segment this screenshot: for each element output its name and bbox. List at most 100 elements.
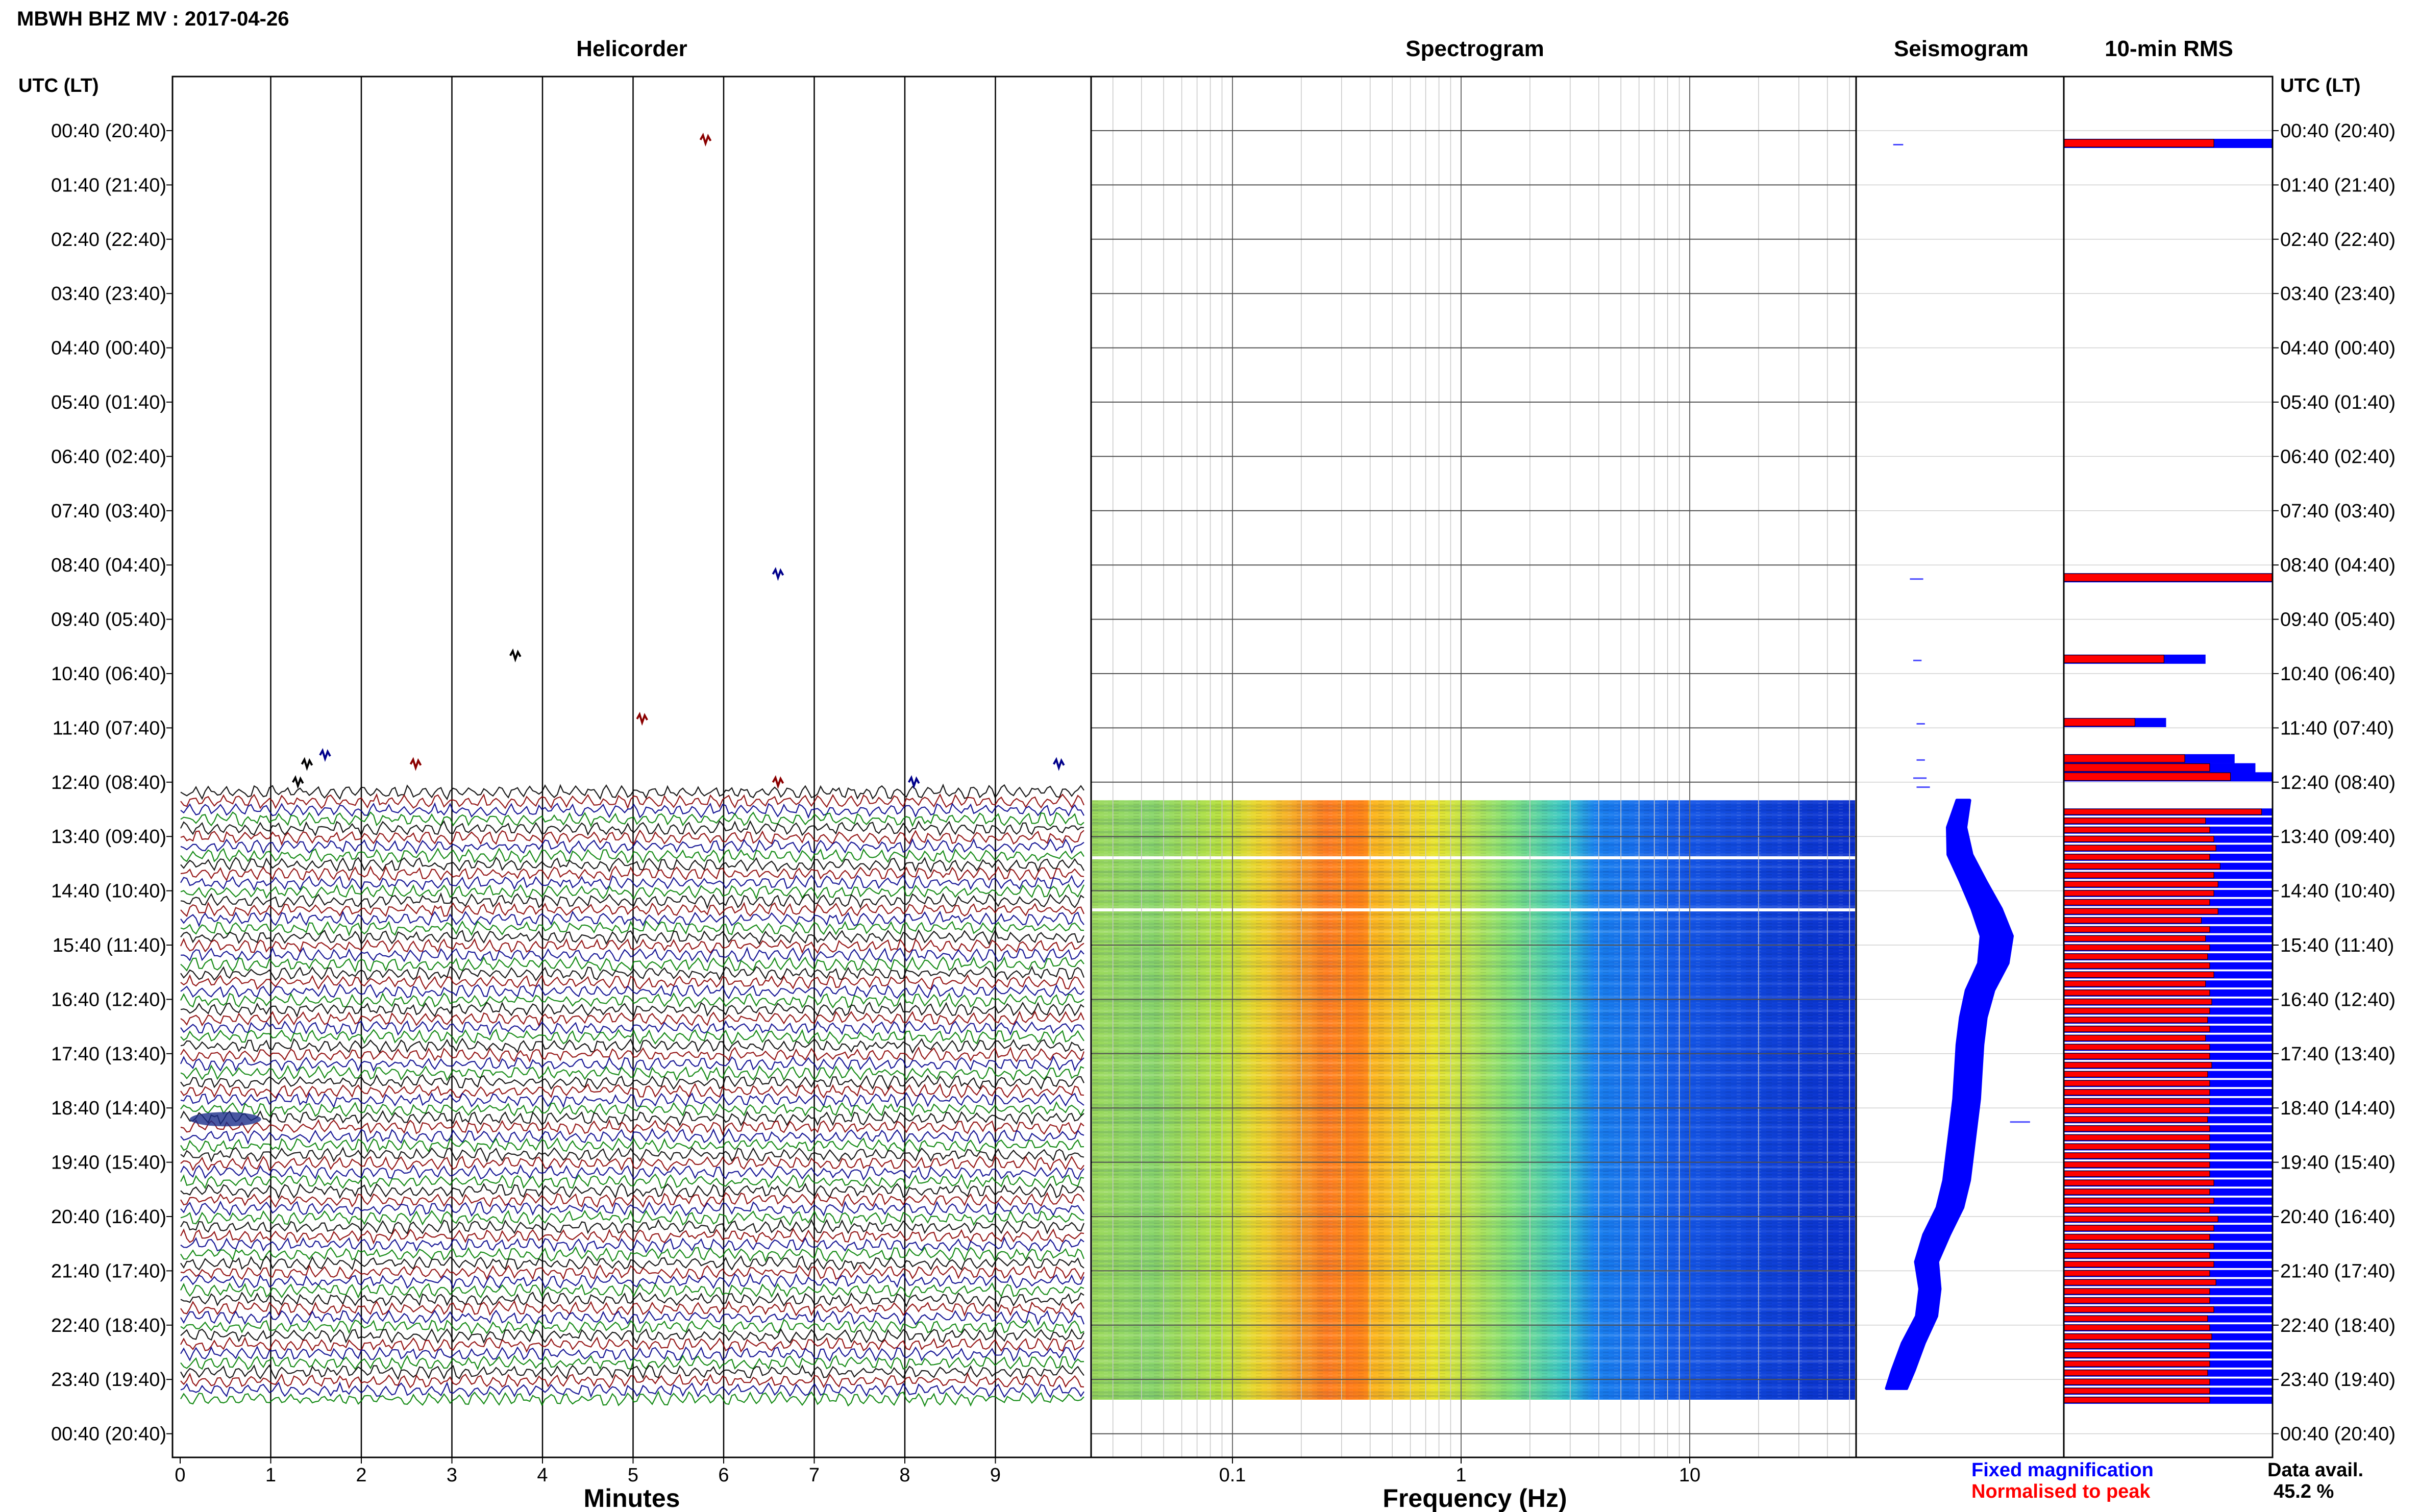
rms-bar-normalised [2064, 1279, 2216, 1285]
spectrogram-row [1092, 839, 1855, 842]
helicorder-trace [180, 1137, 1084, 1153]
spectrogram-row [1092, 1004, 1855, 1007]
spectrogram-row [1092, 1247, 1855, 1250]
helicorder-trace [180, 1146, 1084, 1163]
spectrogram-row [1092, 1200, 1855, 1203]
helicorder-trace [180, 1273, 1085, 1290]
spectrogram-row [1092, 1386, 1855, 1389]
spectrogram-row [1092, 1343, 1855, 1346]
helicorder-trace [180, 1372, 1084, 1390]
rms-bar-normalised [2064, 935, 2206, 942]
rms-bar-normalised [2064, 763, 2210, 772]
rms-bar-normalised [2064, 718, 2135, 727]
helicorder-trace [180, 829, 1084, 846]
spectrogram-row [1092, 1334, 1855, 1337]
rms-bar-normalised [2064, 1188, 2210, 1195]
time-tick-label-right: 13:40 (09:40) [2280, 826, 2396, 848]
spectrogram-row [1092, 1000, 1855, 1003]
seismogram-envelope-shape [1885, 799, 2014, 1390]
spectrogram-row [1092, 874, 1855, 877]
rms-bar-normalised [2064, 1243, 2214, 1249]
time-tick-label-right: 18:40 (14:40) [2280, 1098, 2396, 1119]
seismogram-mark [1916, 786, 1930, 788]
spectrogram-row [1092, 1148, 1855, 1151]
isolated-events [292, 132, 1065, 789]
spectrogram-row [1092, 1317, 1855, 1320]
rms-bar-normalised [2064, 1161, 2210, 1168]
spectrogram-row [1092, 1065, 1855, 1068]
helicorder-trace [180, 929, 1084, 946]
spectrogram-row [1092, 891, 1855, 895]
spectrogram-row [1092, 1169, 1855, 1172]
spectrogram-row [1092, 1100, 1855, 1103]
spectrogram-row [1092, 1312, 1855, 1315]
helicorder-trace [180, 1364, 1084, 1380]
spectrogram-row [1092, 1131, 1855, 1134]
helicorder-trace [180, 1282, 1084, 1299]
spectrogram-row [1092, 935, 1855, 938]
helicorder-trace [180, 1119, 1084, 1136]
spectrogram-row [1092, 1009, 1855, 1012]
spectrogram-gap [1092, 856, 1855, 859]
rms-bar-normalised [2064, 1171, 2210, 1177]
spectrogram-row [1092, 1308, 1855, 1311]
seismogram-mark [1893, 144, 1904, 145]
rms-bar-normalised [2064, 917, 2202, 924]
rms-bar-normalised [2064, 1198, 2214, 1204]
spectrogram-row [1092, 836, 1855, 839]
spectrogram-row [1092, 1339, 1855, 1342]
spectrogram-row [1092, 1243, 1855, 1246]
event-mark [636, 711, 648, 726]
helicorder-trace [180, 883, 1084, 900]
spectrogram-row [1092, 978, 1855, 981]
helicorder-trace [180, 874, 1084, 891]
rms-bar-normalised [2064, 1107, 2210, 1113]
spectrogram-row [1092, 888, 1855, 891]
helicorder-trace [180, 1074, 1084, 1090]
spectrogram-row [1092, 992, 1855, 995]
rms-bar-normalised [2064, 1053, 2210, 1059]
helicorder-trace [180, 1128, 1084, 1145]
rms-bar-normalised [2064, 863, 2220, 870]
spectrogram-row [1092, 926, 1855, 929]
helicorder-trace [180, 1246, 1085, 1262]
time-tick-label-right: 08:40 (04:40) [2280, 555, 2396, 576]
time-tick-label-right: 20:40 (16:40) [2280, 1206, 2396, 1228]
time-tick-label-right: 12:40 (08:40) [2280, 772, 2396, 794]
time-tick-label-right: 06:40 (02:40) [2280, 446, 2396, 467]
rms-bar-normalised [2064, 817, 2206, 824]
rms-bar-normalised [2064, 1125, 2210, 1132]
helicorder-trace [180, 1010, 1085, 1027]
rms-bar-normalised [2064, 890, 2214, 897]
spectrogram-row [1092, 819, 1855, 822]
spectrogram-row [1092, 896, 1855, 899]
spectrogram-row [1092, 1039, 1855, 1042]
rms-bar-normalised [2064, 1306, 2214, 1313]
spectrogram-row [1092, 1113, 1855, 1117]
spectrogram-row [1092, 1143, 1855, 1146]
rms-bar-normalised [2064, 908, 2218, 914]
time-tick-label-left: 10:40 (06:40) [51, 663, 166, 685]
rms-bar-normalised [2064, 1261, 2214, 1268]
helicorder-trace [180, 1200, 1084, 1217]
rms-bar-normalised [2064, 1098, 2210, 1105]
time-tick-label-left: 09:40 (05:40) [51, 609, 166, 631]
spectrogram-row [1092, 1108, 1855, 1111]
spectrogram-row [1092, 883, 1855, 886]
legend-fixed-magnification: Fixed magnification [1971, 1459, 2154, 1481]
helicorder-trace [180, 974, 1084, 990]
spectrogram-row [1092, 1230, 1855, 1233]
time-tick-label-left: 00:40 (20:40) [51, 1424, 166, 1445]
spectrogram-row [1092, 1364, 1855, 1367]
spectrogram-row [1092, 1304, 1855, 1307]
spectrogram-row [1092, 996, 1855, 999]
helicorder-trace [180, 947, 1084, 963]
spectrogram-row [1092, 1325, 1855, 1328]
spectrogram-row [1092, 1204, 1855, 1207]
legend-normalised-to-peak: Normalised to peak [1971, 1481, 2151, 1502]
rms-bar-normalised [2064, 1397, 2210, 1403]
spectrogram-row [1092, 1152, 1855, 1155]
spectrogram-row [1092, 948, 1855, 951]
rms-bar-normalised [2064, 1071, 2208, 1078]
utc-lt-label-right: UTC (LT) [2280, 75, 2361, 96]
